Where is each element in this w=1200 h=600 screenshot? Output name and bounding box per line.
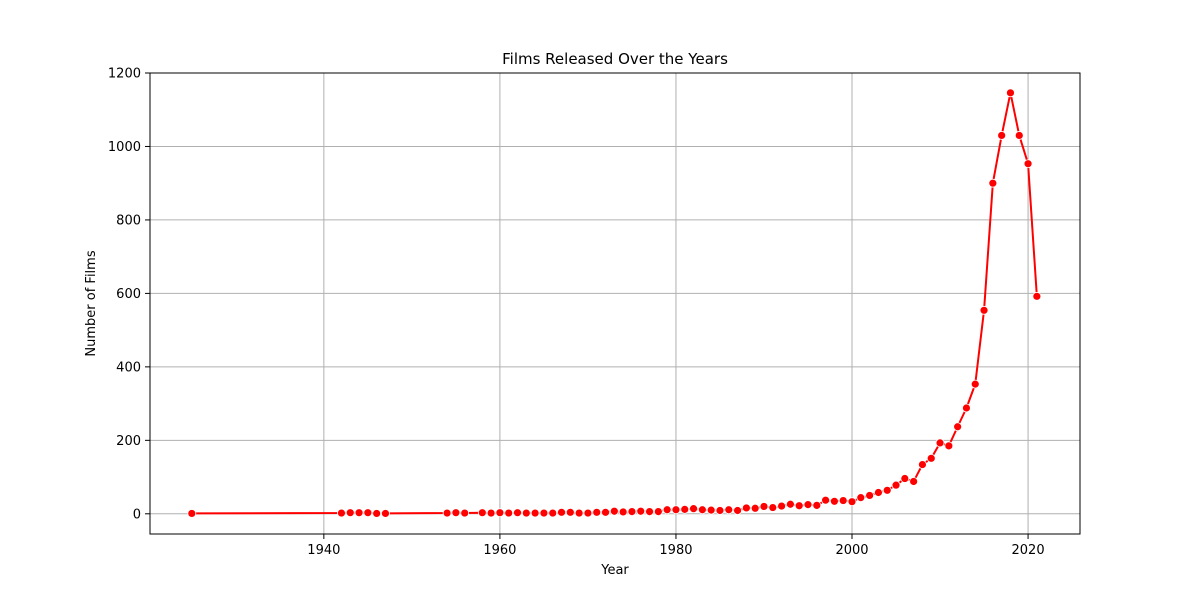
data-point xyxy=(1014,131,1024,140)
data-point xyxy=(750,503,760,513)
data-point xyxy=(504,508,514,518)
data-point xyxy=(900,474,910,483)
data-point xyxy=(821,495,831,505)
data-point xyxy=(662,505,672,515)
data-point xyxy=(830,496,839,506)
x-tick-label: 1940 xyxy=(307,543,340,558)
data-point xyxy=(944,441,954,451)
data-point xyxy=(953,422,963,432)
data-point xyxy=(557,507,566,517)
data-point xyxy=(653,507,663,516)
data-point xyxy=(636,506,646,516)
y-tick-label: 400 xyxy=(116,360,141,375)
data-point xyxy=(363,508,373,518)
data-point xyxy=(574,508,584,518)
data-point xyxy=(768,503,778,512)
data-point xyxy=(856,493,866,503)
data-point xyxy=(926,453,936,463)
data-point xyxy=(785,499,795,509)
grid xyxy=(150,72,1080,534)
data-point xyxy=(565,507,575,517)
data-point xyxy=(460,508,470,518)
data-point xyxy=(918,460,927,469)
y-tick-label: 1200 xyxy=(108,67,141,82)
data-point xyxy=(935,438,945,448)
data-point xyxy=(689,504,698,514)
y-tick-label: 600 xyxy=(116,287,141,302)
x-tick-label: 1980 xyxy=(659,543,692,558)
data-point xyxy=(794,501,804,511)
ticks: 1940 1960 1980 2000 2020 0 200 400 600 800 1000 120… xyxy=(108,67,1045,559)
data-point xyxy=(979,305,989,315)
data-point xyxy=(909,477,919,486)
data-point xyxy=(680,504,690,514)
data-point xyxy=(495,508,505,518)
x-tick-label: 1960 xyxy=(483,543,516,558)
data-point xyxy=(354,508,364,518)
y-axis-label: Number of Films xyxy=(84,250,99,356)
data-point xyxy=(1023,159,1033,169)
data-point xyxy=(847,497,857,507)
data-point xyxy=(970,379,980,389)
data-point xyxy=(865,491,875,500)
data-point xyxy=(874,488,883,497)
data-point xyxy=(962,403,971,413)
data-point xyxy=(337,508,346,518)
data-point xyxy=(627,507,637,516)
data-point xyxy=(715,506,725,515)
data-point xyxy=(345,508,355,518)
data-point xyxy=(372,509,382,518)
data-point xyxy=(891,480,901,490)
data-point xyxy=(583,508,593,518)
chart-title: Films Released Over the Years xyxy=(502,50,728,68)
x-tick-label: 2020 xyxy=(1012,543,1045,558)
data-point xyxy=(513,508,522,518)
data-point xyxy=(733,506,742,515)
data-point xyxy=(477,508,487,518)
data-point xyxy=(1032,291,1042,301)
data-point xyxy=(724,505,734,515)
x-tick-label: 2000 xyxy=(835,543,868,558)
data-point xyxy=(777,501,786,511)
data-point xyxy=(838,496,848,505)
data-point xyxy=(706,505,716,515)
data-point xyxy=(997,131,1007,140)
data-point xyxy=(759,502,769,511)
data-point xyxy=(618,507,628,517)
data-point xyxy=(548,508,558,518)
data-point xyxy=(381,509,390,518)
data-point xyxy=(451,508,461,518)
data-point xyxy=(1006,88,1015,98)
plot-frame xyxy=(149,72,1081,535)
data-point xyxy=(741,503,751,513)
data-point xyxy=(671,505,681,515)
data-point xyxy=(601,507,610,517)
data-point xyxy=(882,485,892,495)
y-tick-label: 200 xyxy=(116,434,141,449)
data-point xyxy=(609,506,619,516)
data-point xyxy=(697,505,707,515)
data-point xyxy=(812,500,822,510)
series xyxy=(187,88,1042,518)
y-tick-label: 0 xyxy=(133,507,141,522)
y-tick-label: 1000 xyxy=(108,140,141,155)
data-point xyxy=(539,508,549,518)
data-point xyxy=(530,508,540,518)
data-point xyxy=(442,508,452,518)
x-axis-label: Year xyxy=(600,563,629,578)
data-point xyxy=(187,509,197,518)
data-point xyxy=(521,508,531,518)
y-tick-label: 800 xyxy=(116,213,141,228)
data-point xyxy=(988,178,998,188)
data-point xyxy=(803,500,813,510)
data-point xyxy=(592,507,602,517)
data-point xyxy=(645,507,654,516)
data-point xyxy=(486,508,496,518)
